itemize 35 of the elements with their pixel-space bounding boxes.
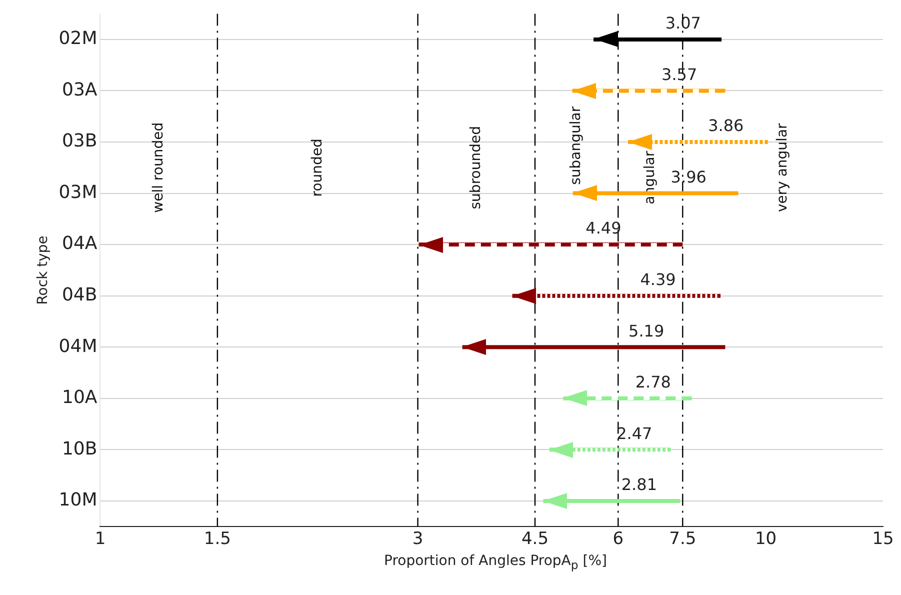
annotation: rounded bbox=[309, 138, 326, 197]
data-label: 3.57 bbox=[662, 64, 698, 84]
x-tick-label: 1.5 bbox=[204, 529, 231, 550]
annotation: well rounded bbox=[150, 122, 166, 213]
data-label: 2.47 bbox=[616, 424, 652, 443]
annotation: very angular bbox=[774, 122, 790, 212]
y-tick-label: 03M bbox=[58, 182, 98, 203]
y-tick-label: 10A bbox=[62, 387, 98, 408]
data-label: 4.49 bbox=[586, 218, 622, 238]
y-tick-label: 04A bbox=[62, 233, 98, 254]
x-tick-label: 1 bbox=[94, 529, 106, 550]
x-axis-title: Proportion of Angles PropA$_{p}$ [%] bbox=[383, 553, 608, 572]
x-tick-label: 15 bbox=[872, 529, 894, 550]
x-tick-label: 10 bbox=[754, 529, 777, 550]
data-label: 2.81 bbox=[621, 475, 658, 494]
annotation: subangular bbox=[568, 106, 584, 185]
y-tick-label: 03A bbox=[62, 79, 98, 100]
y-tick-label: 10B bbox=[62, 438, 98, 460]
y-tick-label: 03B bbox=[62, 130, 98, 152]
data-label: 5.19 bbox=[628, 321, 664, 340]
data-label: 2.78 bbox=[635, 372, 671, 392]
data-label: 4.39 bbox=[640, 270, 676, 289]
y-axis-title: Rock type bbox=[35, 236, 52, 305]
x-tick-label: 7.5 bbox=[669, 529, 696, 550]
annotation: subrounded bbox=[468, 126, 484, 210]
y-tick-label: 04M bbox=[58, 336, 98, 357]
x-tick-label: 3 bbox=[412, 529, 424, 550]
y-tick-label: 02M bbox=[58, 28, 98, 50]
x-tick-label: 4.5 bbox=[521, 529, 549, 550]
x-tick-label: 6 bbox=[612, 529, 624, 550]
data-label: 3.07 bbox=[665, 14, 701, 33]
y-tick-label: 10M bbox=[58, 490, 98, 511]
data-label: 3.96 bbox=[670, 167, 706, 186]
data-label: 3.86 bbox=[708, 116, 744, 136]
y-tick-label: 04B bbox=[62, 284, 98, 306]
